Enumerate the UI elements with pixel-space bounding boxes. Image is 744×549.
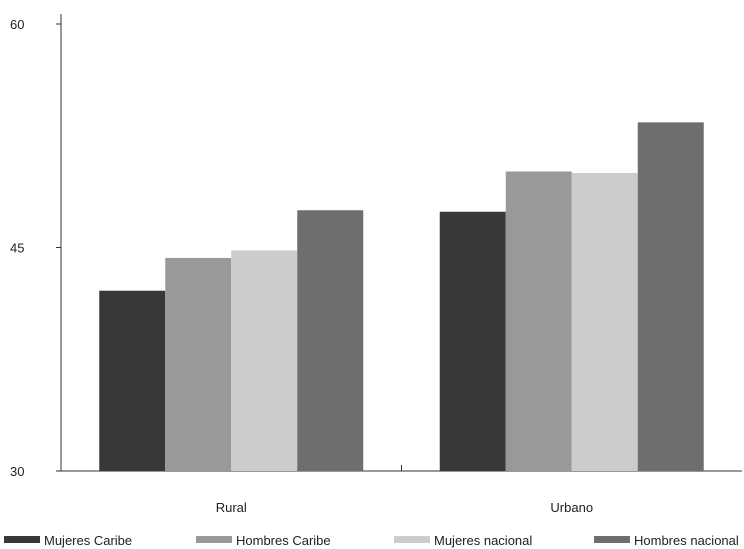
legend-swatch	[594, 536, 630, 543]
legend: Mujeres Caribe Hombres Caribe Mujeres naci…	[4, 533, 739, 548]
bar	[165, 257, 232, 471]
bars	[99, 122, 704, 472]
legend-label: Mujeres Caribe	[44, 533, 132, 548]
legend-label: Hombres Caribe	[236, 533, 331, 548]
bar	[439, 211, 506, 472]
y-tick-label: 30	[10, 464, 24, 479]
y-tick-label: 60	[10, 17, 24, 32]
bar	[99, 290, 166, 471]
bar	[571, 173, 638, 471]
legend-swatch	[196, 536, 232, 543]
legend-swatch	[4, 536, 40, 543]
legend-label: Mujeres nacional	[434, 533, 532, 548]
x-category-label: Rural	[216, 500, 247, 515]
legend-label: Hombres nacional	[634, 533, 739, 548]
y-tick-label: 45	[10, 241, 24, 256]
bar	[297, 210, 364, 471]
labels: 30 45 60 Rural Urbano	[10, 17, 593, 515]
bar	[231, 250, 298, 471]
legend-swatch	[394, 536, 430, 543]
bar	[637, 122, 704, 471]
bar	[505, 171, 572, 471]
x-category-label: Urbano	[550, 500, 593, 515]
